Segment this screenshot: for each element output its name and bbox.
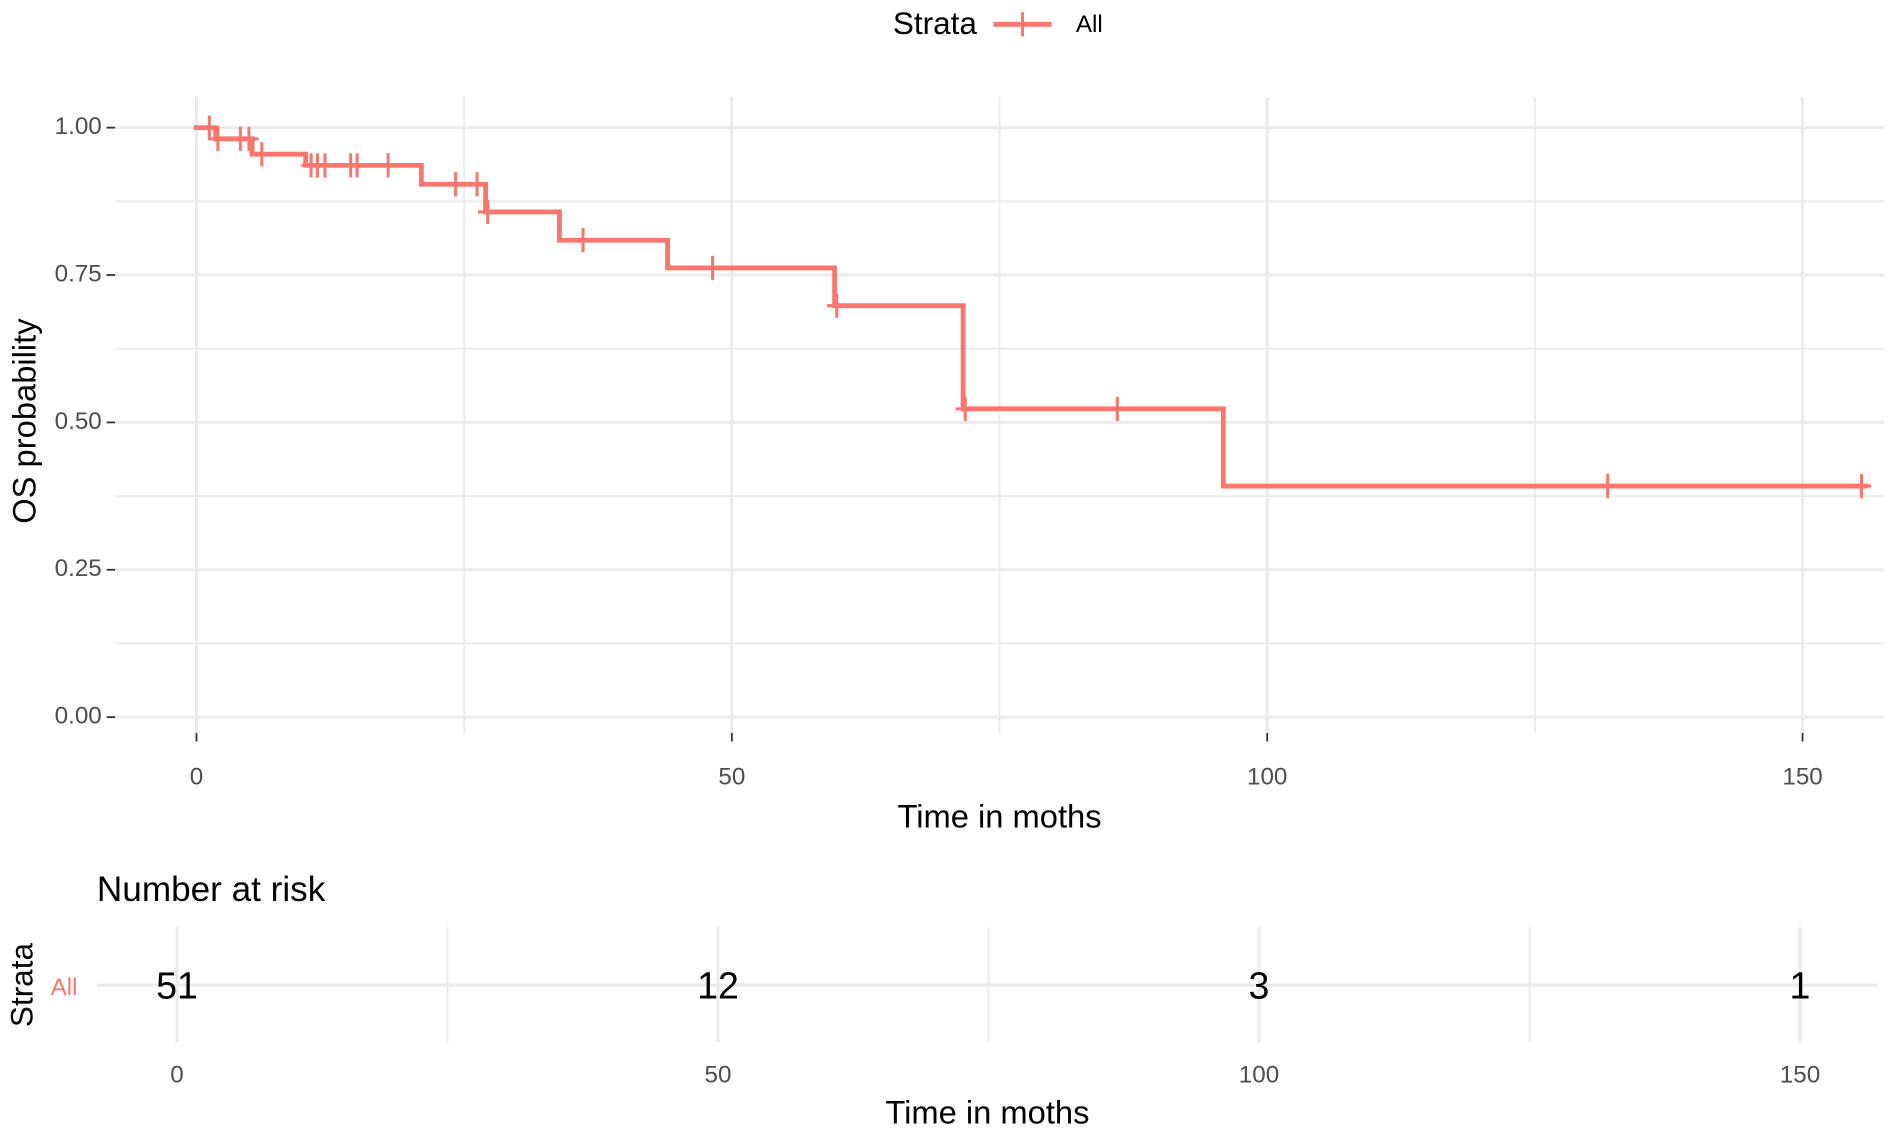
y-tick-label: 0.00 <box>55 703 102 730</box>
risk-count: 51 <box>156 965 198 1007</box>
x-tick-label: 100 <box>1239 1061 1279 1088</box>
x-tick-label: 50 <box>705 1061 732 1088</box>
legend-label: All <box>1076 11 1103 38</box>
table-title: Number at risk <box>97 870 326 909</box>
x-tick-label: 150 <box>1780 1061 1820 1088</box>
y-tick-label: 0.25 <box>55 555 102 582</box>
y-axis-label: Strata <box>4 943 40 1028</box>
x-axis-label: Time in moths <box>897 798 1101 835</box>
y-tick-label: 0.75 <box>55 260 102 287</box>
x-tick-label: 0 <box>190 763 203 790</box>
x-tick-label: 100 <box>1247 763 1287 790</box>
risk-count: 1 <box>1790 965 1811 1007</box>
y-axis-label: OS probability <box>5 318 42 524</box>
risk-count: 12 <box>697 965 739 1007</box>
x-tick-label: 0 <box>170 1061 183 1088</box>
risk-count: 3 <box>1249 965 1270 1007</box>
row-label: All <box>51 974 78 1001</box>
y-tick-label: 1.00 <box>55 113 102 140</box>
x-axis-label: Time in moths <box>885 1093 1089 1130</box>
y-tick-label: 0.50 <box>55 408 102 435</box>
x-tick-label: 150 <box>1782 763 1822 790</box>
legend-title: Strata <box>893 5 978 41</box>
x-tick-label: 50 <box>718 763 745 790</box>
